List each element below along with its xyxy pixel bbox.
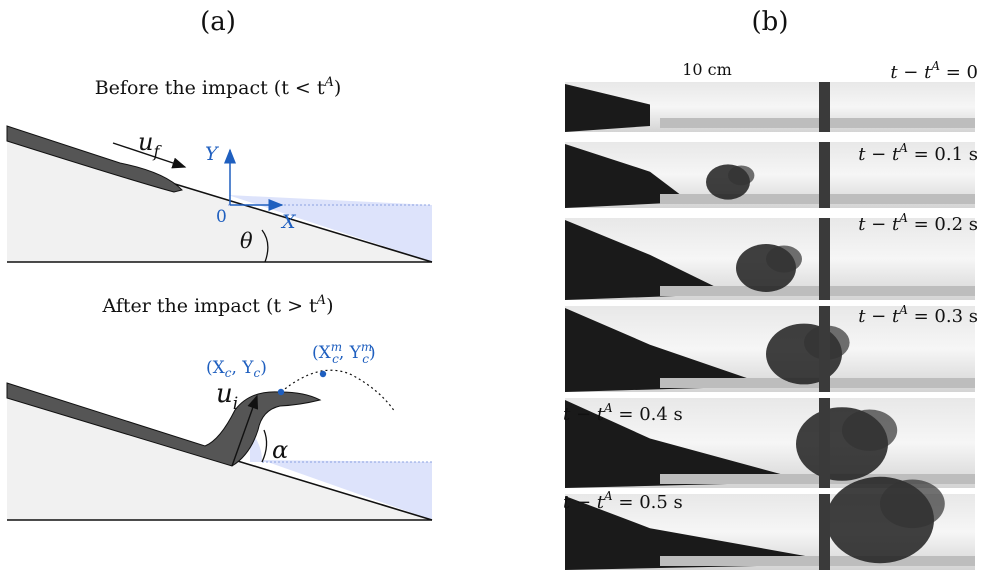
scale-bar-label: 10 cm [682,60,732,79]
photo-frame [565,142,975,208]
water-strip [660,378,975,388]
flow-deposit [565,220,730,300]
flow-velocity-arrow [112,142,187,169]
centroid-point [277,388,285,396]
flow-cloud-edge [728,165,755,186]
trajectory-dotted [280,369,396,413]
frame-time-label: t − tA = 0.5 s [563,489,683,513]
vertical-post [819,142,830,208]
vertical-post [819,494,830,570]
water-strip [660,556,975,566]
impact-velocity-arrow [231,394,259,467]
vertical-post [819,398,830,488]
vertical-post [819,82,830,132]
before-impact-title: Before the impact (t < tA) [95,75,342,99]
after-slope-diagram [6,369,433,521]
flow-deposit [565,308,770,392]
flow-cloud-edge [766,245,802,273]
flow-deposit [565,496,850,570]
flow-deposit [565,84,650,132]
panel-b-label: (b) [752,7,789,37]
flow-cloud-edge [880,479,945,529]
theta-arc [261,229,269,263]
water-strip [660,194,975,204]
impact-velocity-label: ui [216,379,238,414]
panel-a-label: (a) [200,7,236,37]
alpha-label: α [272,436,288,464]
frame-time-label: t − tA = 0.3 s [858,303,978,327]
water-strip [660,286,975,296]
vertical-post [819,218,830,300]
centroid-coord-label: (Xc, Yc) [206,358,267,380]
alpha-arc [261,429,268,463]
photo-frame [565,306,975,392]
max-height-point [319,370,327,378]
water-wedge [228,195,432,262]
water-strip [660,118,975,128]
vertical-post [819,306,830,392]
water-wedge-after [262,460,432,520]
frame-time-label: t − tA = 0.2 s [858,211,978,235]
impacting-flow [6,382,322,467]
flow-cloud-edge [842,409,898,451]
photo-sequence: t − tA = 0 t − tA = 0.1 s t − tA = 0.2 s t … [563,59,978,570]
photo-frame [565,476,975,570]
flow-deposit [565,400,810,488]
flow-layer [6,125,183,193]
water-splash [250,430,290,462]
before-slope-diagram [6,125,433,263]
origin-label: 0 [216,207,227,227]
frame-time-label: t − tA = 0.1 s [858,141,978,165]
frame-time-label: t − tA = 0.4 s [563,401,683,425]
flow-deposit [565,144,690,208]
photo-frame [565,218,975,300]
photo-frame [565,82,975,132]
water-strip [660,474,975,484]
flow-velocity-label: uf [138,128,162,161]
max-height-coord-label: (Xm c, Ym c) [312,340,376,366]
theta-label: θ [240,229,253,253]
frame-time-label: t − tA = 0 [890,59,978,83]
after-impact-title: After the impact (t > tA) [102,293,334,317]
photo-frame [565,398,975,488]
x-axis-label: X [280,211,297,233]
y-axis-label: Y [205,143,220,165]
